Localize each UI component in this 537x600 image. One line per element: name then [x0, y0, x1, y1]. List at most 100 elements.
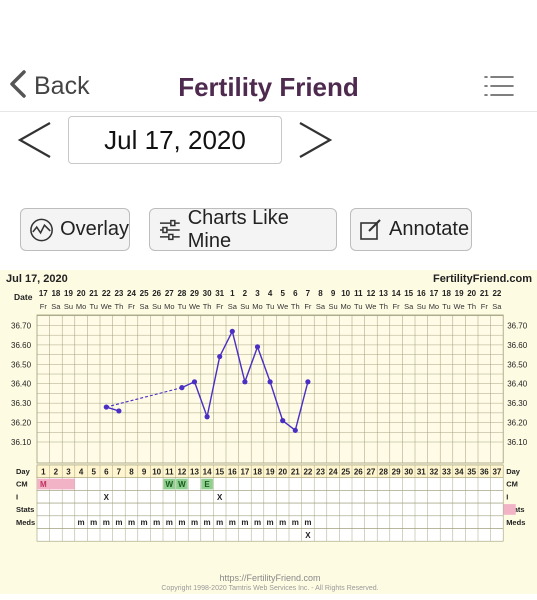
temp-line-segment	[219, 330, 233, 357]
menses-highlight	[37, 478, 75, 490]
weekday-tick-label: We	[365, 302, 376, 311]
day-number: 25	[341, 468, 350, 477]
date-tick-label: 12	[366, 289, 375, 298]
meds-mark: m	[115, 518, 122, 527]
date-field[interactable]: Jul 17, 2020	[68, 116, 282, 164]
weekday-tick-label: Fr	[393, 302, 401, 311]
weekday-tick-label: Fr	[216, 302, 224, 311]
temp-line-segment	[206, 356, 221, 417]
day-number: 22	[303, 468, 312, 477]
menu-button[interactable]	[483, 74, 515, 98]
annotate-button[interactable]: Annotate	[350, 208, 472, 251]
cervical-mucus-highlight	[163, 478, 176, 490]
day-number: 15	[215, 468, 224, 477]
weekday-tick-label: Tu	[442, 302, 450, 311]
date-tick-label: 26	[152, 289, 161, 298]
date-tick-label: 16	[417, 289, 426, 298]
y-tick-label-right: 36.50	[507, 360, 528, 369]
day-number: 27	[366, 468, 375, 477]
day-number: 19	[266, 468, 275, 477]
previous-date-button[interactable]	[16, 118, 56, 162]
meds-mark: m	[178, 518, 185, 527]
meds-row-label-right: Meds	[506, 518, 525, 527]
charts-like-mine-button[interactable]: Charts Like Mine	[149, 207, 337, 252]
meds-mark: m	[191, 518, 198, 527]
next-date-button[interactable]	[296, 118, 336, 162]
weekday-tick-label: Tu	[178, 302, 186, 311]
meds-mark: m	[141, 518, 148, 527]
day-number: 31	[417, 468, 426, 477]
chart-header-date: Jul 17, 2020	[6, 273, 68, 285]
weekday-tick-label: Su	[329, 302, 338, 311]
meds-mark: m	[90, 518, 97, 527]
day-number: 10	[152, 468, 161, 477]
date-tick-label: 20	[467, 289, 476, 298]
day-number: 26	[354, 468, 363, 477]
day-number: 13	[190, 468, 199, 477]
weekday-tick-label: We	[101, 302, 112, 311]
meds-row-label: Meds	[16, 518, 35, 527]
day-row-bg	[36, 464, 504, 478]
weekday-tick-label: Mo	[76, 302, 86, 311]
date-tick-label: 8	[318, 289, 323, 298]
i-row-label-right: I	[506, 492, 508, 501]
temp-line-segment	[294, 381, 309, 431]
day-number: 8	[129, 468, 134, 477]
date-tick-label: 2	[243, 289, 248, 298]
meds-mark: m	[279, 518, 286, 527]
chevron-left-icon	[8, 69, 28, 104]
chart-toolbar: Overlay Charts Like Mine Annotate	[0, 207, 537, 252]
day-number: 4	[79, 468, 84, 477]
date-axis-label: Date	[14, 292, 33, 302]
back-button[interactable]: Back	[8, 68, 90, 104]
meds-mark: m	[153, 518, 160, 527]
weekday-tick-label: Sa	[228, 302, 238, 311]
day-number: 24	[329, 468, 338, 477]
weekday-tick-label: Th	[467, 302, 476, 311]
weekday-tick-label: We	[277, 302, 288, 311]
date-tick-label: 7	[306, 289, 311, 298]
date-tick-label: 23	[114, 289, 123, 298]
temp-point	[267, 379, 273, 385]
temp-point	[242, 379, 248, 385]
day-number: 28	[379, 468, 388, 477]
temp-point	[280, 418, 286, 424]
footer-url[interactable]: https://FertilityFriend.com	[219, 573, 320, 583]
date-tick-label: 21	[89, 289, 98, 298]
weekday-tick-label: Sa	[51, 302, 61, 311]
day-number: 1	[41, 468, 46, 477]
cervical-mucus-highlight	[201, 478, 213, 490]
y-tick-label-right: 36.40	[507, 380, 528, 389]
y-tick-label-right: 36.70	[507, 321, 528, 330]
date-tick-label: 6	[293, 289, 298, 298]
date-tick-label: 25	[140, 289, 149, 298]
overlay-button[interactable]: Overlay	[20, 208, 130, 251]
temp-line-segment	[282, 420, 296, 431]
date-tick-label: 5	[280, 289, 285, 298]
extra-row-frame	[36, 528, 504, 542]
i-row-label: I	[16, 492, 18, 501]
temp-point	[204, 414, 210, 420]
temp-point	[103, 404, 109, 410]
date-tick-label: 30	[203, 289, 212, 298]
temp-point	[116, 408, 122, 414]
overlay-icon	[30, 218, 53, 241]
meds-mark: m	[128, 518, 135, 527]
weekday-tick-label: Mo	[429, 302, 439, 311]
meds-mark: m	[204, 518, 211, 527]
footer-copyright: Copyright 1998-2020 Tamtris Web Services…	[161, 585, 378, 592]
y-tick-label-left: 36.70	[11, 321, 32, 330]
overlay-label: Overlay	[60, 218, 129, 240]
date-tick-label: 19	[455, 289, 464, 298]
day-number: 23	[316, 468, 325, 477]
weekday-tick-label: Fr	[304, 302, 312, 311]
chevron-right-icon	[299, 122, 333, 158]
weekday-tick-label: Th	[291, 302, 300, 311]
meds-mark: m	[78, 518, 85, 527]
weekday-tick-label: Sa	[140, 302, 150, 311]
meds-mark: m	[292, 518, 299, 527]
intercourse-mark: X	[104, 493, 110, 502]
temp-grid-frame	[36, 314, 504, 464]
date-tick-label: 19	[64, 289, 73, 298]
y-tick-label-left: 36.60	[11, 341, 32, 350]
